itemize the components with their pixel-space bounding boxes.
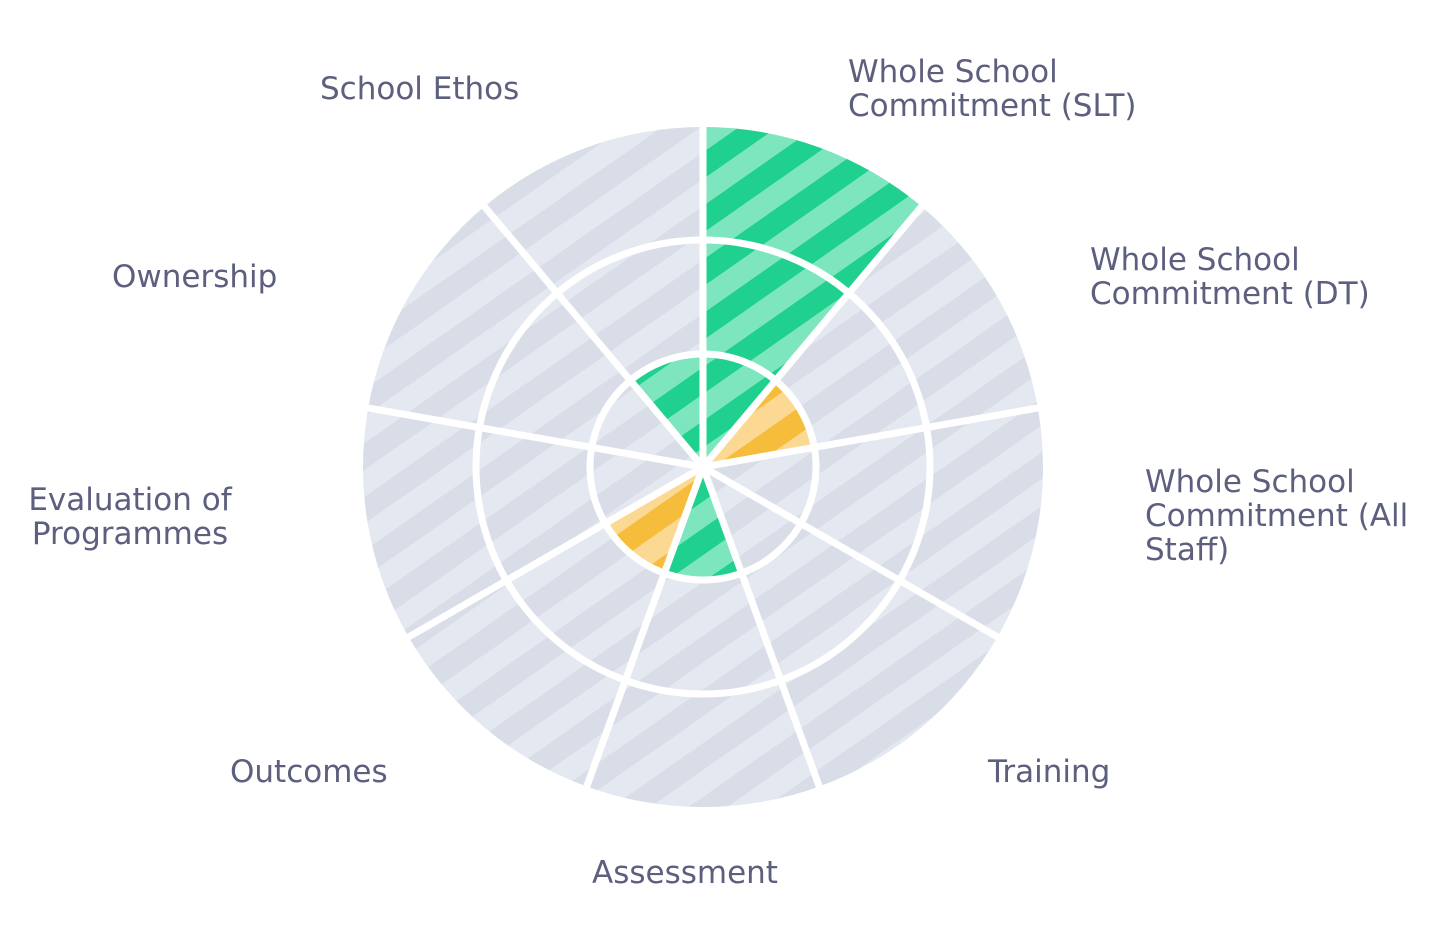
label-evaluation-of-programmes: Evaluation of Programmes (24, 483, 236, 551)
label-whole-school-commitment-slt: Whole School Commitment (SLT) (848, 55, 1137, 123)
spoke-6 (582, 465, 707, 792)
label-line: Commitment (SLT) (848, 88, 1137, 124)
spoke-8 (363, 403, 704, 471)
spoke-7 (403, 463, 705, 643)
track-evaluation-of-programmes (363, 407, 703, 637)
sector-assessment[interactable] (664, 467, 742, 581)
label-whole-school-commitment-dt: Whole School Commitment (DT) (1090, 243, 1370, 311)
track-ownership (368, 206, 703, 468)
label-line: Commitment (DT) (1090, 276, 1370, 312)
label-ownership: Ownership (112, 260, 277, 294)
sector-whole-school-commitment-dt[interactable] (703, 380, 815, 467)
track-assessment (586, 467, 820, 808)
label-line: Staff) (1145, 532, 1230, 568)
label-line: Assessment (592, 855, 778, 891)
spoke-3 (702, 403, 1043, 471)
label-line: Evaluation of (28, 482, 232, 518)
label-line: Commitment (All (1145, 498, 1409, 534)
label-line: Whole School (848, 54, 1058, 90)
spoke-5 (699, 465, 824, 792)
label-school-ethos: School Ethos (320, 72, 519, 106)
sector-whole-school-commitment-slt[interactable] (703, 126, 922, 467)
label-outcomes: Outcomes (230, 755, 388, 789)
data-sectors (605, 126, 922, 581)
label-line: Programmes (31, 516, 229, 552)
label-line: School Ethos (320, 71, 520, 107)
label-line: Whole School (1090, 242, 1300, 278)
grid-lines (363, 123, 1043, 792)
spoke-2 (700, 201, 927, 470)
label-line: Whole School (1145, 464, 1355, 500)
label-line: Training (988, 754, 1111, 790)
label-training: Training (988, 755, 1110, 789)
label-line: Outcomes (230, 754, 388, 790)
label-line: Ownership (112, 259, 278, 295)
track-training (703, 467, 998, 787)
spoke-9 (479, 201, 706, 470)
spoke-4 (701, 463, 1003, 643)
label-whole-school-commitment-all-staff: Whole School Commitment (All Staff) (1145, 465, 1408, 567)
label-assessment: Assessment (592, 856, 778, 890)
sector-school-ethos[interactable] (630, 354, 703, 467)
sector-outcomes[interactable] (605, 467, 703, 574)
track-whole-school-commitment-all-staff (703, 407, 1043, 637)
